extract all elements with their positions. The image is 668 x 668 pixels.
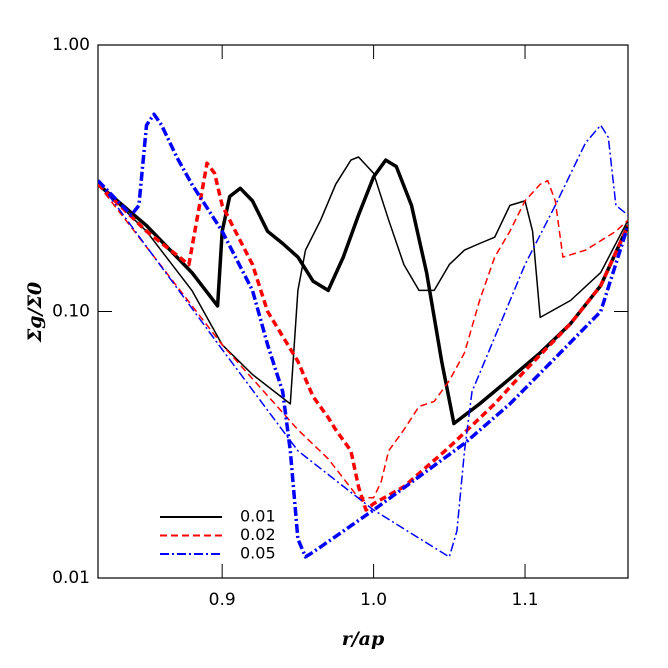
line [98, 124, 628, 558]
x-tick-label: 1.0 [360, 590, 387, 610]
x-tick-label: 0.9 [209, 590, 236, 610]
line [98, 179, 628, 499]
x-tick-label: 1.1 [512, 590, 539, 610]
legend-label: 0.05 [240, 544, 276, 563]
line [98, 158, 628, 426]
y-tick-label: 1.00 [52, 35, 90, 55]
x-axis-label: r/ap [342, 628, 385, 650]
y-tick-label: 0.01 [52, 568, 90, 588]
y-axis-label: Σg/Σ0 [24, 282, 46, 343]
line [98, 161, 628, 512]
legend-label: 0.02 [240, 525, 276, 544]
line [98, 156, 628, 405]
legend-label: 0.01 [240, 507, 276, 526]
line [98, 112, 628, 559]
y-tick-label: 0.10 [52, 302, 90, 322]
